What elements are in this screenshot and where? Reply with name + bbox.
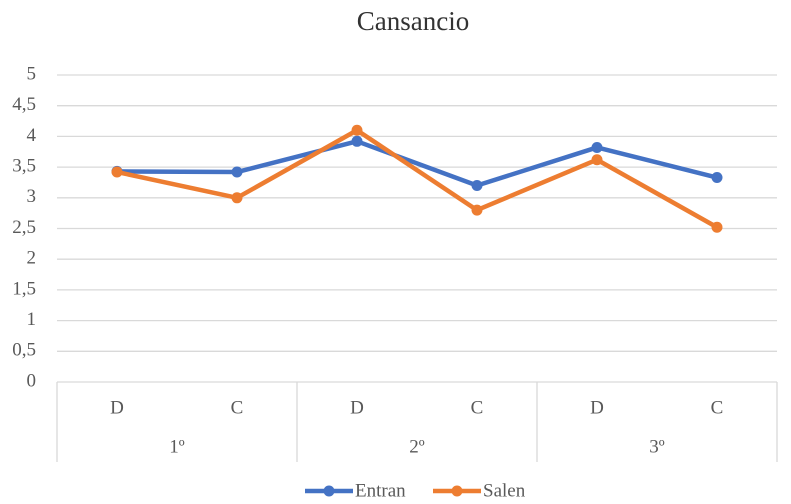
data-point xyxy=(471,180,483,192)
data-point xyxy=(711,221,723,233)
y-tick-label: 1 xyxy=(27,309,37,330)
group-label: 2º xyxy=(409,436,425,457)
y-tick-label: 0 xyxy=(27,370,37,391)
data-point xyxy=(591,154,603,166)
y-tick-label: 5 xyxy=(27,63,37,84)
legend-marker xyxy=(451,485,463,497)
data-point xyxy=(711,172,723,184)
x-tick-label: C xyxy=(711,397,724,418)
y-tick-label: 4,5 xyxy=(12,94,36,115)
data-point xyxy=(471,204,483,216)
legend-marker xyxy=(323,485,335,497)
x-tick-label: C xyxy=(231,397,244,418)
y-tick-label: 3 xyxy=(27,186,37,207)
y-tick-label: 0,5 xyxy=(12,340,36,361)
group-label: 1º xyxy=(169,436,185,457)
x-tick-label: D xyxy=(350,397,364,418)
y-tick-label: 3,5 xyxy=(12,155,36,176)
x-tick-label: D xyxy=(590,397,604,418)
y-tick-label: 2 xyxy=(27,248,37,269)
data-point xyxy=(111,166,123,178)
legend-label: Entran xyxy=(355,480,406,501)
chart-title: Cansancio xyxy=(357,6,469,36)
data-point xyxy=(231,166,243,178)
y-tick-label: 1,5 xyxy=(12,278,36,299)
y-tick-label: 2,5 xyxy=(12,217,36,238)
legend-label: Salen xyxy=(483,480,526,501)
data-point xyxy=(351,135,363,147)
group-label: 3º xyxy=(649,436,665,457)
y-tick-label: 4 xyxy=(27,125,37,146)
series-line xyxy=(116,139,718,188)
data-point xyxy=(351,124,363,136)
data-point xyxy=(231,192,243,204)
data-point xyxy=(591,141,603,153)
series-line xyxy=(116,128,719,230)
x-tick-label: D xyxy=(110,397,124,418)
x-tick-label: C xyxy=(471,397,484,418)
